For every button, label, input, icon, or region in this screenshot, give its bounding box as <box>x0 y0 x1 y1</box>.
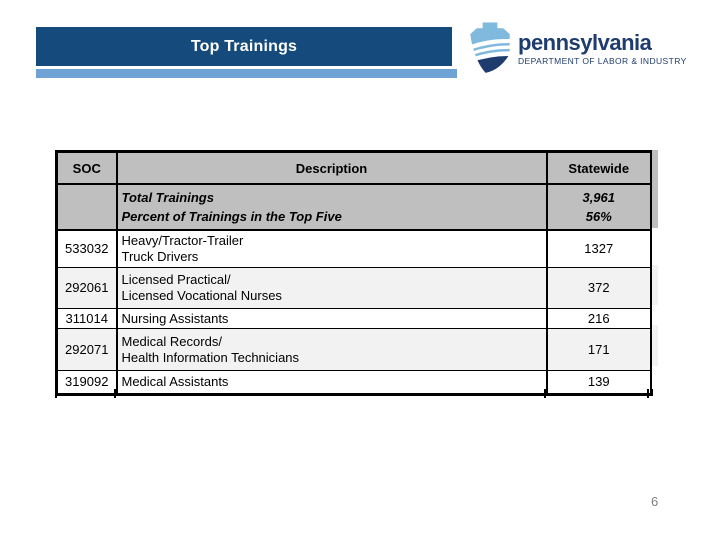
description-cell: Licensed Practical/Licensed Vocational N… <box>115 267 548 309</box>
table-row: 292071 Medical Records/Health Information… <box>55 328 653 371</box>
logo-name: pennsylvania <box>518 30 652 55</box>
cell-line: 56% <box>585 209 612 224</box>
title-bar: Top Trainings <box>36 27 452 66</box>
statewide-cell: 216 <box>545 308 653 329</box>
column-header-statewide: Statewide <box>545 150 653 185</box>
description-cell: Medical Records/Health Information Techn… <box>115 328 548 371</box>
cell-line: Health Information Technicians <box>121 349 300 365</box>
title-accent-bar <box>36 69 457 78</box>
soc-cell: 319092 <box>55 370 118 395</box>
cell-line: 3,961 <box>582 190 616 205</box>
trainings-table: SOC Description Statewide Total Training… <box>55 150 653 396</box>
trainings-table-wrap: SOC Description Statewide Total Training… <box>55 150 658 398</box>
cell-line: Percent of Trainings in the Top Five <box>121 209 342 224</box>
description-cell: Nursing Assistants <box>115 308 548 329</box>
statewide-cell: 171 <box>545 328 653 371</box>
table-header-row: SOC Description Statewide <box>55 150 653 185</box>
statewide-cell: 3,961 56% <box>545 183 653 231</box>
table-row: 292061 Licensed Practical/Licensed Vocati… <box>55 267 653 309</box>
statewide-cell: 139 <box>545 370 653 395</box>
logo-text: pennsylvania DEPARTMENT OF LABOR & INDUS… <box>518 20 687 67</box>
logo-subtitle: DEPARTMENT OF LABOR & INDUSTRY <box>518 56 687 66</box>
table-summary-row: Total Trainings Percent of Trainings in t… <box>55 183 653 231</box>
cropped-row-stub <box>647 389 649 398</box>
cropped-column-sliver <box>652 150 658 389</box>
cell-line: Total Trainings <box>121 190 214 205</box>
column-header-description: Description <box>115 150 548 185</box>
cell-line: Licensed Practical/ <box>121 272 231 287</box>
cell-line: Heavy/Tractor-Trailer <box>121 233 244 248</box>
table-row: 319092 Medical Assistants 139 <box>55 370 653 395</box>
soc-cell: 533032 <box>55 229 118 268</box>
cell-line: Licensed Vocational Nurses <box>121 288 282 303</box>
cropped-row-stub <box>544 389 546 398</box>
page-number: 6 <box>651 494 659 509</box>
cropped-row-stub <box>55 389 57 398</box>
description-cell: Heavy/Tractor-Trailer Truck Drivers <box>115 229 548 268</box>
statewide-cell: 1327 <box>545 229 653 268</box>
pa-dept-logo: pennsylvania DEPARTMENT OF LABOR & INDUS… <box>468 20 687 76</box>
description-cell: Medical Assistants <box>115 370 548 395</box>
soc-cell <box>55 183 118 231</box>
description-cell: Total Trainings Percent of Trainings in t… <box>115 183 548 231</box>
cell-line: Truck Drivers <box>121 249 199 264</box>
soc-cell: 292071 <box>55 328 118 371</box>
statewide-cell: 372 <box>545 267 653 309</box>
soc-cell: 292061 <box>55 267 118 309</box>
table-row: 533032 Heavy/Tractor-Trailer Truck Drivers… <box>55 229 653 268</box>
cell-line: Medical Records/ <box>121 333 222 349</box>
slide-title: Top Trainings <box>190 37 298 55</box>
table-row: 311014 Nursing Assistants 216 <box>55 308 653 329</box>
cell-line: Medical Assistants <box>121 374 229 389</box>
pa-keystone-icon <box>470 22 510 73</box>
cell-line: Nursing Assistants <box>121 310 229 326</box>
soc-cell: 311014 <box>55 308 118 329</box>
column-header-soc: SOC <box>55 150 118 185</box>
cropped-row-stub <box>114 389 116 398</box>
